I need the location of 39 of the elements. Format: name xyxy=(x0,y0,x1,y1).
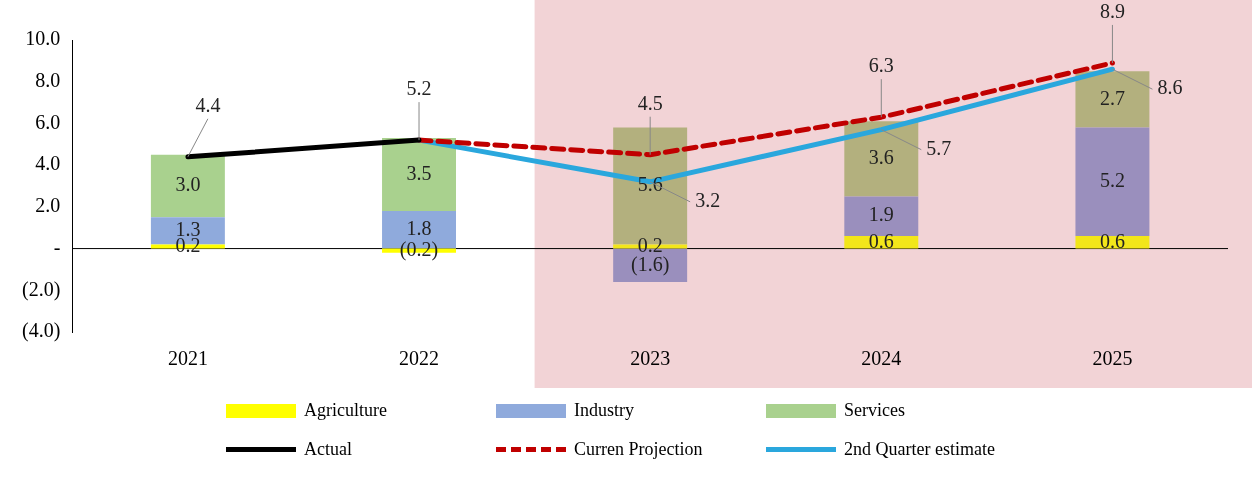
x-tick-label: 2023 xyxy=(630,347,671,370)
data-label: (1.6) xyxy=(631,252,670,276)
y-tick-label: (2.0) xyxy=(21,277,61,301)
legend-label: Actual xyxy=(304,439,352,460)
x-tick-label: 2022 xyxy=(399,347,440,370)
y-tick-label: 10.0 xyxy=(25,27,61,50)
data-label: 8.9 xyxy=(1099,0,1125,23)
bar xyxy=(150,154,225,218)
data-label: 3.0 xyxy=(175,173,201,196)
data-label: 3.6 xyxy=(868,146,894,169)
data-label: 3.2 xyxy=(695,189,721,212)
y-tick-label: 2.0 xyxy=(35,194,61,217)
data-label: 2.7 xyxy=(1099,86,1125,109)
data-label: 6.3 xyxy=(868,54,894,77)
data-label: 5.7 xyxy=(926,136,952,159)
x-tick-label: 2024 xyxy=(861,347,902,370)
data-label: 1.9 xyxy=(868,203,894,226)
legend-label: Agriculture xyxy=(304,400,387,421)
y-tick-label: 6.0 xyxy=(35,110,61,133)
data-label: 3.5 xyxy=(406,161,432,184)
x-tick-label: 2025 xyxy=(1092,347,1133,370)
y-tick-label: (4.0) xyxy=(21,319,61,343)
data-label: 0.6 xyxy=(868,229,894,252)
y-tick-label: 8.0 xyxy=(35,68,61,91)
y-tick-label: 4.0 xyxy=(35,152,61,175)
data-label: 4.4 xyxy=(195,94,221,117)
legend-label: Curren Projection xyxy=(574,439,703,460)
x-tick-label: 2021 xyxy=(167,347,208,370)
data-label: 5.2 xyxy=(1099,169,1125,192)
legend-label: 2nd Quarter estimate xyxy=(844,439,995,460)
data-label: 4.5 xyxy=(637,91,663,114)
data-label: 5.2 xyxy=(406,77,432,100)
data-label: 8.6 xyxy=(1157,76,1183,99)
legend-label: Services xyxy=(844,400,905,421)
data-label: 1.8 xyxy=(406,217,432,240)
legend-label: Industry xyxy=(574,400,634,421)
y-tick-label: - xyxy=(53,235,61,258)
data-label: 0.6 xyxy=(1099,229,1125,252)
bar xyxy=(1075,71,1150,128)
